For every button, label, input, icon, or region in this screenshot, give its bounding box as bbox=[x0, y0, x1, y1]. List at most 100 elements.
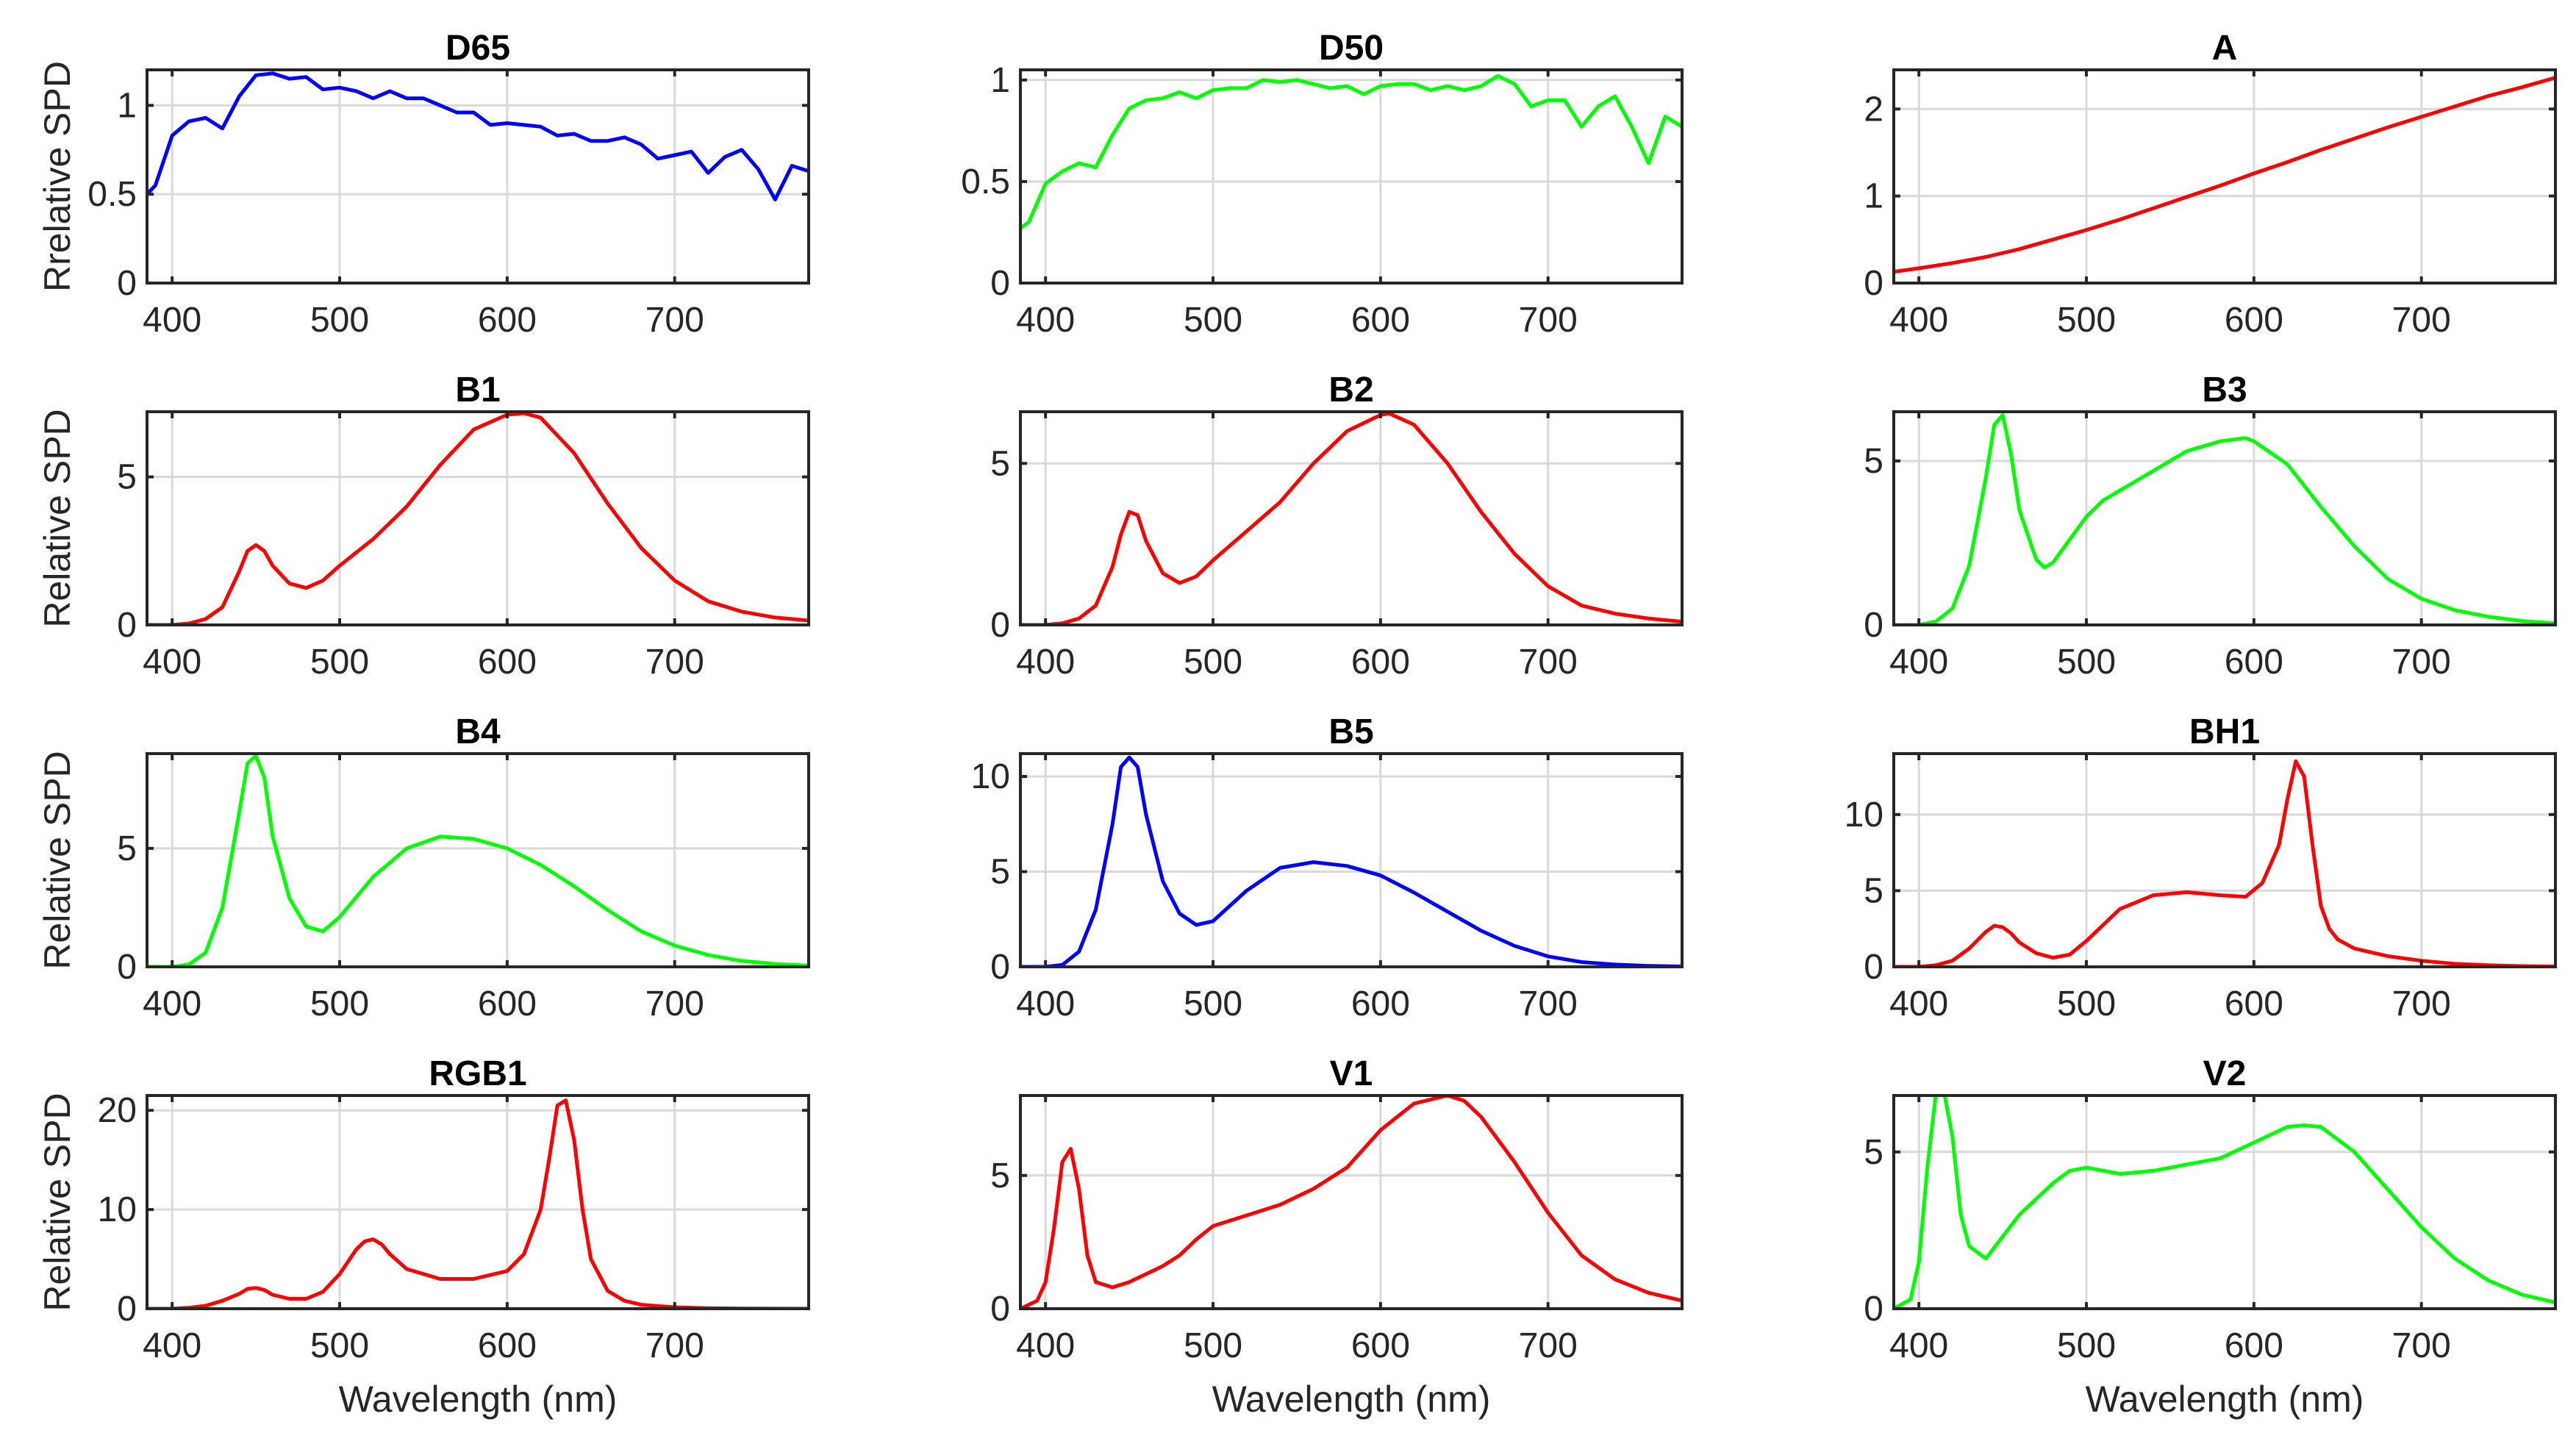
y-tick-label: 10 bbox=[971, 757, 1010, 796]
plot-frame bbox=[1019, 410, 1684, 626]
y-tick-label: 0 bbox=[990, 606, 1010, 645]
x-tick-label: 700 bbox=[2392, 984, 2451, 1023]
spd-series-line bbox=[147, 1098, 809, 1310]
subplot-title: V2 bbox=[2203, 1054, 2247, 1093]
x-tick-label: 500 bbox=[310, 984, 369, 1023]
plot-frame bbox=[1892, 752, 2557, 968]
x-tick-label: 600 bbox=[2225, 643, 2283, 682]
spd-series-line bbox=[1894, 76, 2555, 274]
plot-frame bbox=[146, 1094, 810, 1310]
y-tick-label: 1 bbox=[990, 61, 1010, 100]
x-tick-label: 500 bbox=[1184, 1326, 1242, 1365]
x-tick-label: 600 bbox=[1351, 984, 1410, 1023]
subplot-bh1: 400 500 600 700 0 5 10 BH1 bbox=[1845, 712, 2557, 1023]
x-tick-label: 700 bbox=[2392, 301, 2451, 340]
x-tick-label: 700 bbox=[1519, 301, 1578, 340]
y-tick-label: 5 bbox=[990, 853, 1010, 892]
y-tick-label: 5 bbox=[990, 1157, 1010, 1195]
spd-series-line bbox=[1894, 1094, 2555, 1310]
x-tick-label: 400 bbox=[143, 1326, 201, 1365]
y-axis-label: Rrelative SPD bbox=[37, 61, 78, 292]
y-tick-label: 0 bbox=[990, 948, 1010, 987]
x-tick-label: 700 bbox=[1519, 1326, 1578, 1365]
x-tick-label: 600 bbox=[1351, 1326, 1410, 1365]
subplot-b5: 400 500 600 700 0 5 10 B5 bbox=[971, 712, 1684, 1023]
subplot-v1: 400 500 600 700 0 5 V1 Wavelength (nm) bbox=[990, 1054, 1684, 1420]
spd-series-line bbox=[147, 411, 809, 626]
x-tick-label: 700 bbox=[645, 301, 704, 340]
subplot-title: V1 bbox=[1330, 1054, 1373, 1093]
x-tick-label: 500 bbox=[2057, 1326, 2116, 1365]
y-axis-label: Relative SPD bbox=[37, 409, 78, 627]
x-tick-label: 700 bbox=[1519, 643, 1578, 682]
x-tick-label: 500 bbox=[1184, 301, 1242, 340]
subplot-title: B5 bbox=[1328, 712, 1373, 751]
x-tick-label: 400 bbox=[1889, 1326, 1948, 1365]
y-tick-label: 2 bbox=[1864, 90, 1883, 129]
spd-series-line bbox=[147, 754, 809, 968]
x-tick-label: 700 bbox=[2392, 643, 2451, 682]
plot-frame bbox=[1019, 1094, 1684, 1310]
y-tick-label: 1 bbox=[117, 86, 137, 125]
x-tick-label: 700 bbox=[645, 984, 704, 1023]
x-tick-label: 600 bbox=[478, 984, 537, 1023]
plot-frame bbox=[1892, 1094, 2557, 1310]
spd-series-line bbox=[1020, 74, 1682, 230]
y-tick-label: 0 bbox=[117, 1290, 137, 1329]
y-tick-label: 5 bbox=[1864, 1133, 1883, 1172]
spd-series-line bbox=[1020, 1094, 1682, 1310]
subplot-d65: 400 500 600 700 0 0.5 1 D65 Rrelative SPD bbox=[37, 29, 810, 340]
y-axis-label: Relative SPD bbox=[37, 751, 78, 969]
x-tick-label: 700 bbox=[645, 1326, 704, 1365]
x-tick-label: 400 bbox=[1016, 1326, 1075, 1365]
x-tick-label: 500 bbox=[310, 1326, 369, 1365]
subplot-title: B3 bbox=[2202, 371, 2247, 410]
subplot-b2: 400 500 600 700 0 5 B2 bbox=[990, 371, 1684, 682]
y-tick-label: 0 bbox=[117, 948, 137, 987]
plot-frame bbox=[1892, 68, 2557, 285]
subplot-b1: 400 500 600 700 0 5 B1 Relative SPD bbox=[37, 371, 810, 682]
subplot-title: B2 bbox=[1328, 371, 1373, 410]
y-tick-label: 5 bbox=[117, 829, 137, 868]
x-tick-label: 700 bbox=[645, 643, 704, 682]
y-tick-label: 5 bbox=[990, 444, 1010, 483]
x-tick-label: 400 bbox=[143, 301, 201, 340]
y-tick-label: 0 bbox=[1864, 264, 1883, 303]
subplot-b3: 400 500 600 700 0 5 B3 bbox=[1864, 371, 2557, 682]
y-axis-label: Relative SPD bbox=[37, 1093, 78, 1311]
y-tick-label: 10 bbox=[1845, 796, 1883, 834]
spd-series-line bbox=[1894, 759, 2555, 968]
plot-frame bbox=[146, 68, 810, 285]
subplot-title: D50 bbox=[1319, 29, 1384, 68]
plot-frame bbox=[146, 410, 810, 626]
x-tick-label: 600 bbox=[2225, 1326, 2283, 1365]
y-tick-label: 0 bbox=[1864, 1290, 1883, 1329]
y-tick-label: 0 bbox=[990, 1290, 1010, 1329]
x-axis-label: Wavelength (nm) bbox=[1212, 1379, 1491, 1420]
x-tick-label: 700 bbox=[1519, 984, 1578, 1023]
y-tick-label: 10 bbox=[98, 1190, 137, 1229]
x-tick-label: 600 bbox=[478, 643, 537, 682]
subplot-title: RGB1 bbox=[429, 1054, 526, 1093]
x-axis-label: Wavelength (nm) bbox=[2086, 1379, 2364, 1420]
y-tick-label: 1 bbox=[1864, 177, 1883, 216]
x-tick-label: 400 bbox=[143, 643, 201, 682]
y-tick-label: 0 bbox=[990, 264, 1010, 303]
subplot-title: D65 bbox=[446, 29, 510, 68]
subplot-v2: 400 500 600 700 0 5 V2 Wavelength (nm) bbox=[1864, 1054, 2557, 1420]
x-tick-label: 500 bbox=[310, 643, 369, 682]
subplot-title: BH1 bbox=[2189, 712, 2260, 751]
spd-series-line bbox=[1020, 411, 1682, 626]
subplot-title: A bbox=[2212, 29, 2238, 68]
x-tick-label: 700 bbox=[2392, 1326, 2451, 1365]
x-tick-label: 600 bbox=[478, 1326, 537, 1365]
x-tick-label: 600 bbox=[1351, 301, 1410, 340]
y-tick-label: 20 bbox=[98, 1091, 137, 1130]
y-tick-label: 0.5 bbox=[87, 175, 137, 214]
subplot-title: B4 bbox=[455, 712, 501, 751]
y-tick-label: 0 bbox=[117, 606, 137, 645]
x-tick-label: 500 bbox=[2057, 301, 2116, 340]
plot-frame bbox=[1892, 410, 2557, 626]
x-tick-label: 400 bbox=[143, 984, 201, 1023]
x-tick-label: 400 bbox=[1016, 984, 1075, 1023]
